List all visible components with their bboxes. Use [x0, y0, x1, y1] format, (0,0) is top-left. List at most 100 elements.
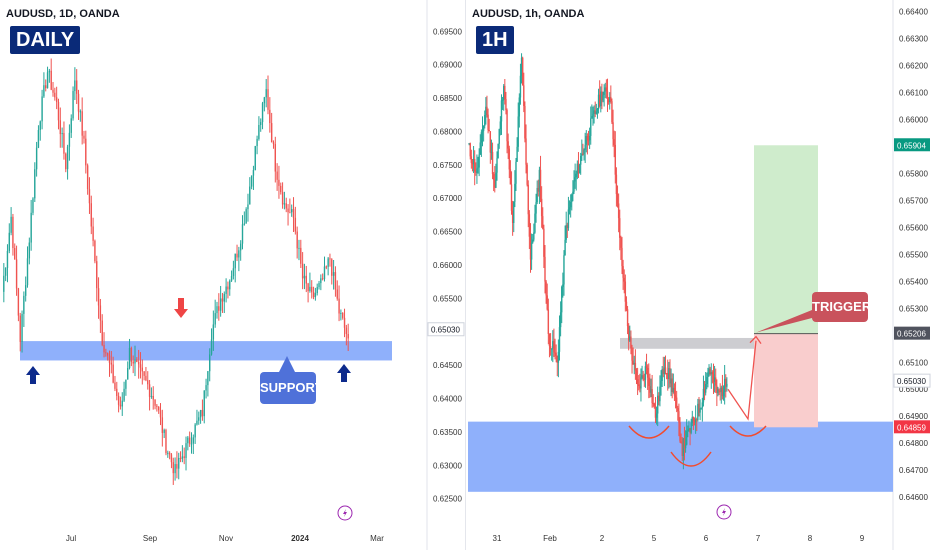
candle — [347, 333, 349, 339]
candle — [43, 85, 45, 97]
candle — [329, 258, 331, 260]
time-tick-label: Nov — [219, 534, 233, 543]
time-tick-label: Sep — [143, 534, 158, 543]
candle — [555, 352, 557, 356]
candle — [198, 417, 200, 421]
candle — [540, 198, 543, 217]
candle — [152, 395, 154, 400]
candle — [619, 218, 621, 238]
candle — [577, 163, 580, 174]
symbol-label: AUDUSD, 1D, OANDA — [6, 8, 120, 20]
candle — [542, 216, 544, 229]
daily-chart-panel[interactable]: 0.69500 0.69000 0.68500 0.68000 0.67500 0.670… — [0, 0, 466, 550]
candle — [684, 444, 687, 449]
candle — [86, 165, 89, 190]
candle — [545, 281, 547, 296]
candle — [14, 247, 16, 260]
candle — [711, 372, 714, 375]
candle — [125, 379, 127, 389]
candle — [573, 181, 575, 192]
price-tick-label: 0.68000 — [433, 127, 462, 136]
price-tick-label: 0.64700 — [899, 466, 928, 475]
candle — [498, 129, 500, 144]
candle — [509, 169, 512, 185]
candle — [553, 341, 555, 353]
price-tick-label: 0.64600 — [899, 493, 928, 502]
time-tick-label: Mar — [370, 534, 384, 543]
candle — [552, 341, 554, 349]
candle — [674, 395, 677, 398]
candle — [559, 312, 562, 328]
candle — [653, 403, 656, 406]
candle — [214, 313, 216, 325]
candle — [710, 372, 712, 375]
candle — [88, 189, 91, 204]
price-tick-label: 0.63000 — [433, 461, 462, 470]
candle — [593, 110, 595, 114]
candle — [137, 362, 140, 365]
candle — [500, 100, 503, 122]
price-tick-label: 0.66500 — [433, 228, 462, 237]
trigger-callout-pointer — [756, 310, 812, 333]
candle — [617, 203, 620, 219]
candle — [174, 464, 176, 474]
candle — [254, 146, 256, 171]
candle — [569, 201, 572, 208]
candle — [139, 364, 142, 368]
candle — [686, 431, 688, 445]
candle — [613, 139, 615, 145]
candle — [345, 327, 348, 334]
candle — [170, 454, 173, 463]
stop-price-tag — [894, 420, 930, 434]
candle — [256, 138, 258, 147]
candle — [134, 359, 136, 364]
candle — [105, 352, 107, 354]
candle — [506, 110, 508, 142]
candle — [90, 203, 92, 227]
candle — [717, 389, 719, 394]
candle — [168, 452, 171, 455]
candle — [650, 389, 652, 393]
candle — [21, 313, 23, 342]
candle — [229, 280, 231, 290]
candle — [336, 289, 338, 299]
candle — [645, 366, 648, 368]
time-tick-label: 7 — [756, 534, 761, 543]
candle — [606, 91, 609, 99]
candle — [26, 258, 29, 286]
last-price-tag — [427, 322, 465, 337]
candle — [39, 121, 41, 130]
candle — [312, 292, 315, 298]
hourly-chart-canvas[interactable]: 0.66400 0.66300 0.66200 0.66100 0.66000 0.659… — [466, 0, 932, 550]
candle — [571, 194, 573, 202]
price-tick-label: 0.66100 — [899, 88, 928, 97]
candle — [298, 247, 300, 249]
candle — [232, 268, 235, 276]
daily-chart-canvas[interactable]: 0.69500 0.69000 0.68500 0.68000 0.67500 0.670… — [0, 0, 466, 550]
candle — [141, 367, 143, 372]
candle — [481, 130, 484, 133]
candle — [698, 403, 700, 413]
candle — [568, 207, 571, 210]
price-tick-label: 0.67500 — [433, 161, 462, 170]
pattern-curve — [729, 425, 767, 437]
price-tick-label: 0.65400 — [899, 277, 928, 286]
candle — [511, 210, 514, 223]
candle — [681, 443, 683, 456]
candle — [32, 198, 34, 213]
candle — [700, 407, 702, 409]
candle — [247, 204, 249, 210]
candle — [207, 371, 209, 386]
candle — [276, 171, 278, 180]
candle — [491, 151, 494, 175]
candle — [114, 382, 116, 389]
candle — [199, 409, 202, 418]
candle — [610, 96, 612, 102]
candle — [188, 437, 191, 444]
candle — [534, 213, 536, 233]
candle — [716, 385, 718, 394]
candle — [521, 57, 524, 86]
hourly-chart-panel[interactable]: 0.66400 0.66300 0.66200 0.66100 0.66000 0.659… — [466, 0, 932, 550]
candle — [185, 443, 187, 458]
price-tick-label: 0.65700 — [899, 196, 928, 205]
